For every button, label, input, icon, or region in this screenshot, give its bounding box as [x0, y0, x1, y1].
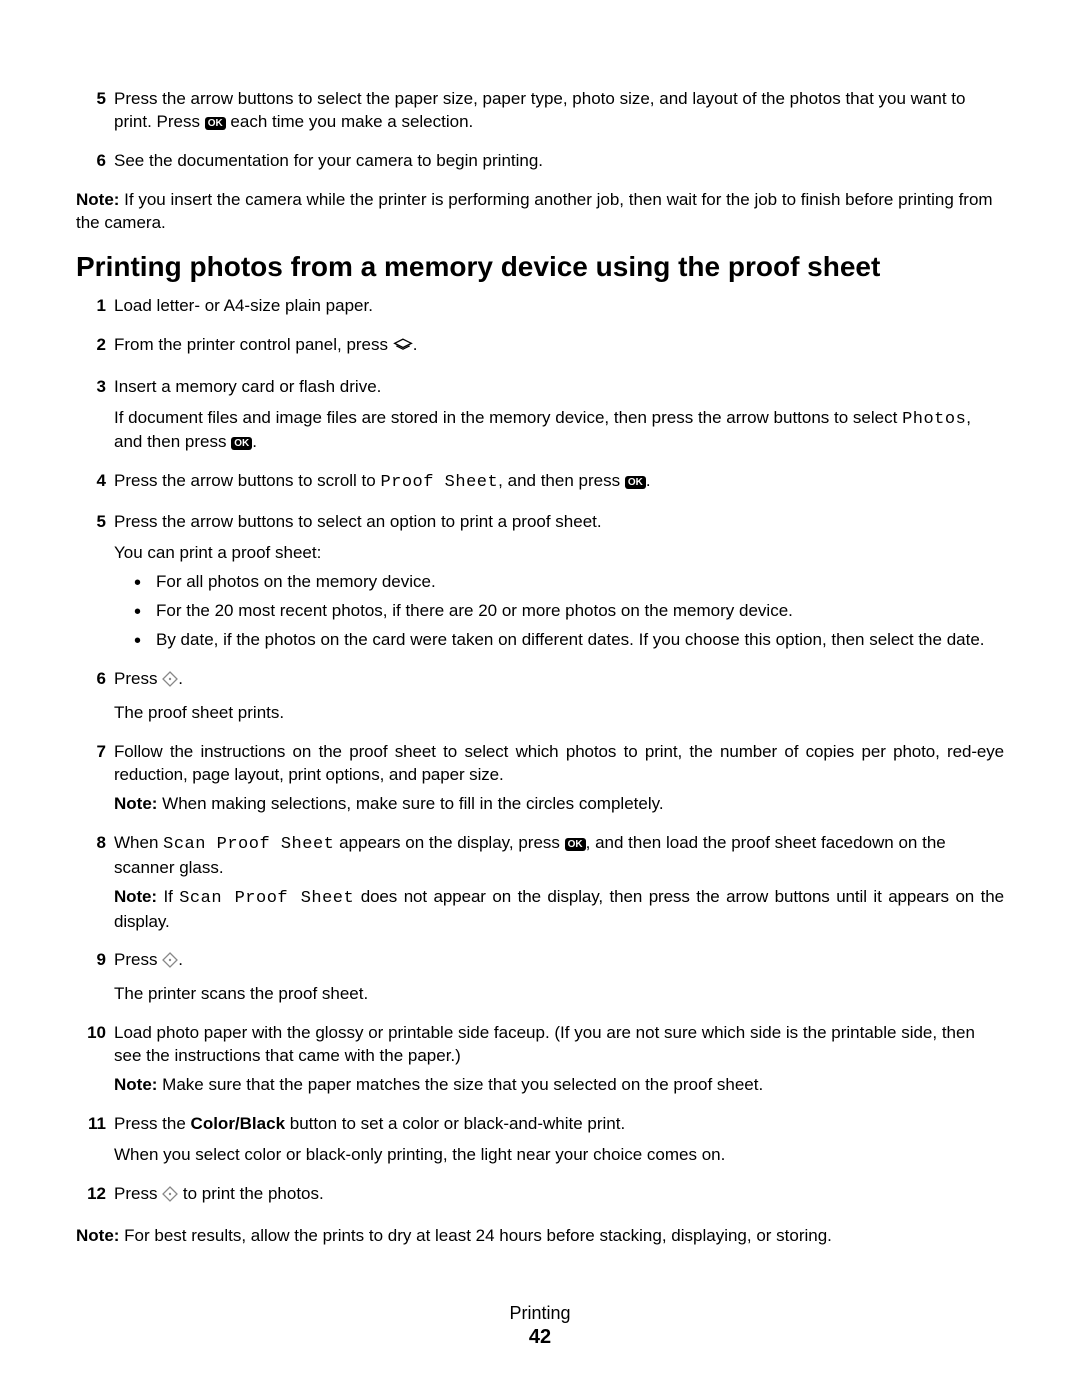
step-number: 4 — [76, 470, 114, 493]
note-label: Note: — [114, 794, 157, 813]
note-label: Note: — [76, 1226, 119, 1245]
bullet-item: By date, if the photos on the card were … — [134, 629, 1004, 652]
step-6: 6 Press . The proof sheet prints. — [76, 668, 1004, 731]
ok-icon: OK — [625, 476, 646, 489]
text: Press the arrow buttons to scroll to — [114, 471, 380, 490]
color-black-button-label: Color/Black — [191, 1114, 285, 1133]
note-text: If you insert the camera while the print… — [76, 190, 993, 232]
step-10: 10 Load photo paper with the glossy or p… — [76, 1022, 1004, 1103]
text: each time you make a selection. — [226, 112, 474, 131]
step-number: 8 — [76, 832, 114, 855]
note-label: Note: — [114, 887, 157, 906]
page-container: 5 Press the arrow buttons to select the … — [0, 0, 1080, 1397]
text: Press — [114, 669, 162, 688]
step-5: 5 Press the arrow buttons to select an o… — [76, 511, 1004, 658]
text: If document files and image files are st… — [114, 408, 902, 427]
text: From the printer control panel, press — [114, 335, 393, 354]
top-steps-list: 5 Press the arrow buttons to select the … — [76, 88, 1004, 179]
step-6-top: 6 See the documentation for your camera … — [76, 150, 1004, 179]
photos-label: Photos — [902, 410, 966, 429]
step-number: 9 — [76, 949, 114, 972]
step-number: 11 — [76, 1113, 114, 1136]
bullet-item: For the 20 most recent photos, if there … — [134, 600, 1004, 623]
text: The proof sheet prints. — [114, 702, 1004, 725]
footer-section: Printing — [0, 1303, 1080, 1324]
ok-icon: OK — [231, 437, 252, 450]
step-number: 7 — [76, 741, 114, 764]
ok-icon: OK — [565, 838, 586, 851]
note-label: Note: — [76, 190, 119, 209]
text: . — [646, 471, 651, 490]
text: . — [178, 950, 183, 969]
section-heading: Printing photos from a memory device usi… — [76, 251, 1004, 283]
scan-proof-label: Scan Proof Sheet — [179, 889, 354, 908]
main-steps-list: 1 Load letter- or A4-size plain paper. 2… — [76, 295, 1004, 1215]
bottom-note: Note: For best results, allow the prints… — [76, 1225, 1004, 1248]
text: to print the photos. — [178, 1184, 324, 1203]
step-content: See the documentation for your camera to… — [114, 150, 1004, 179]
text: Press the — [114, 1114, 191, 1133]
step-7: 7 Follow the instructions on the proof s… — [76, 741, 1004, 822]
step-number: 6 — [76, 668, 114, 691]
step-number: 12 — [76, 1183, 114, 1206]
step-number: 1 — [76, 295, 114, 318]
layers-icon — [393, 337, 413, 360]
start-icon — [162, 671, 178, 694]
start-icon — [162, 1186, 178, 1209]
text: appears on the display, press — [334, 833, 564, 852]
step-9: 9 Press . The printer scans the proof sh… — [76, 949, 1004, 1012]
text: Press — [114, 1184, 162, 1203]
bullet-list: For all photos on the memory device. For… — [134, 571, 1004, 652]
note-label: Note: — [114, 1075, 157, 1094]
text: When making selections, make sure to fil… — [157, 794, 663, 813]
step-content: Press the arrow buttons to select the pa… — [114, 88, 1004, 140]
text: . — [178, 669, 183, 688]
text: See the documentation for your camera to… — [114, 150, 1004, 173]
text: When — [114, 833, 163, 852]
step-number: 5 — [76, 88, 114, 111]
text: , and then press — [498, 471, 625, 490]
text: Load letter- or A4-size plain paper. — [114, 295, 1004, 318]
step-8: 8 When Scan Proof Sheet appears on the d… — [76, 832, 1004, 940]
text: If — [157, 887, 179, 906]
top-note: Note: If you insert the camera while the… — [76, 189, 1004, 235]
text: The printer scans the proof sheet. — [114, 983, 1004, 1006]
step-number: 6 — [76, 150, 114, 173]
step-3: 3 Insert a memory card or flash drive. I… — [76, 376, 1004, 461]
step-5-top: 5 Press the arrow buttons to select the … — [76, 88, 1004, 140]
bullet-item: For all photos on the memory device. — [134, 571, 1004, 594]
step-11: 11 Press the Color/Black button to set a… — [76, 1113, 1004, 1173]
step-2: 2 From the printer control panel, press … — [76, 334, 1004, 366]
scan-proof-label: Scan Proof Sheet — [163, 835, 334, 854]
step-number: 10 — [76, 1022, 114, 1045]
text: Make sure that the paper matches the siz… — [157, 1075, 763, 1094]
step-number: 2 — [76, 334, 114, 357]
note-text: For best results, allow the prints to dr… — [119, 1226, 831, 1245]
step-number: 3 — [76, 376, 114, 399]
page-footer: Printing 42 — [0, 1303, 1080, 1349]
text: . — [413, 335, 418, 354]
step-number: 5 — [76, 511, 114, 534]
text: When you select color or black-only prin… — [114, 1144, 1004, 1167]
start-icon — [162, 952, 178, 975]
step-1: 1 Load letter- or A4-size plain paper. — [76, 295, 1004, 324]
text: Press — [114, 950, 162, 969]
text: Insert a memory card or flash drive. — [114, 376, 1004, 399]
step-12: 12 Press to print the photos. — [76, 1183, 1004, 1215]
text: . — [252, 432, 257, 451]
page-number: 42 — [0, 1326, 1080, 1349]
text: You can print a proof sheet: — [114, 542, 1004, 565]
ok-icon: OK — [205, 117, 226, 130]
step-4: 4 Press the arrow buttons to scroll to P… — [76, 470, 1004, 501]
proof-sheet-label: Proof Sheet — [380, 473, 498, 492]
text: Load photo paper with the glossy or prin… — [114, 1022, 1004, 1068]
text: Press the arrow buttons to select an opt… — [114, 511, 1004, 534]
text: Follow the instructions on the proof she… — [114, 741, 1004, 787]
text: button to set a color or black-and-white… — [285, 1114, 625, 1133]
